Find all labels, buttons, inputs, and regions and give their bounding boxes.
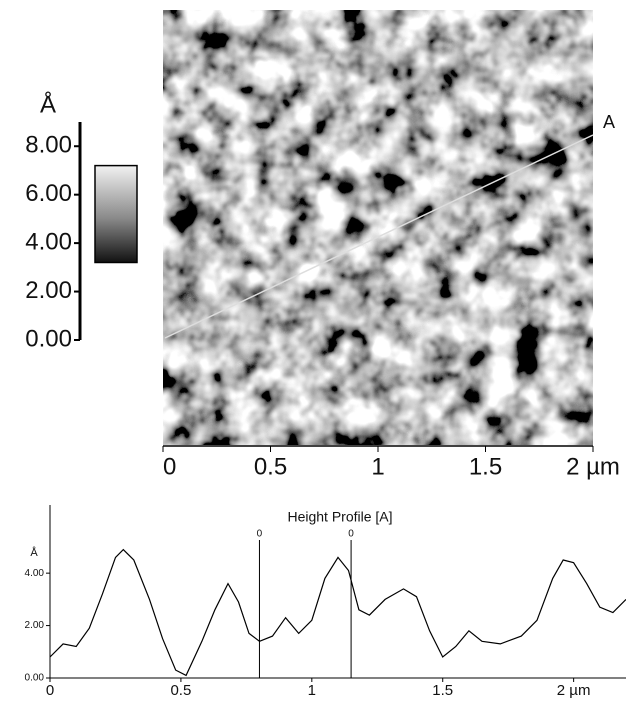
y-tick-label: 2.00 bbox=[25, 620, 45, 631]
colorbar-tick-label: 4.00 bbox=[25, 228, 72, 255]
cursor-label: 0 bbox=[257, 529, 263, 540]
x-tick-label: 1.5 bbox=[469, 453, 502, 480]
colorbar-tick-label: 6.00 bbox=[25, 180, 72, 207]
afm-image bbox=[163, 10, 593, 445]
colorbar-tick-label: 2.00 bbox=[25, 277, 72, 304]
colorbar-unit: Å bbox=[40, 90, 56, 118]
x-tick-label: 1.5 bbox=[432, 682, 453, 699]
y-tick-label: 4.00 bbox=[25, 568, 45, 579]
cursor-label: 0 bbox=[348, 529, 354, 540]
x-tick-label: 0 bbox=[46, 682, 54, 699]
colorbar-tick-label: 8.00 bbox=[25, 132, 72, 159]
y-tick-label: 0.00 bbox=[25, 673, 45, 684]
scan-line bbox=[164, 134, 594, 339]
x-tick-label: 1 bbox=[371, 453, 384, 480]
colorbar-tick-label: 0.00 bbox=[25, 325, 72, 352]
x-tick-label: 2 µm bbox=[566, 453, 620, 480]
x-tick-label: 0.5 bbox=[254, 453, 287, 480]
x-tick-label: 0.5 bbox=[170, 682, 191, 699]
x-tick-label: 1 bbox=[308, 682, 316, 699]
x-tick-label: 0 bbox=[163, 453, 176, 480]
profile-title: Height Profile [A] bbox=[287, 509, 392, 525]
color-range bbox=[94, 164, 138, 264]
profile-line bbox=[49, 548, 626, 677]
profile-unit: Å bbox=[30, 546, 38, 559]
x-tick-label: 2 µm bbox=[557, 682, 591, 699]
scan-line-label: A bbox=[603, 112, 615, 132]
